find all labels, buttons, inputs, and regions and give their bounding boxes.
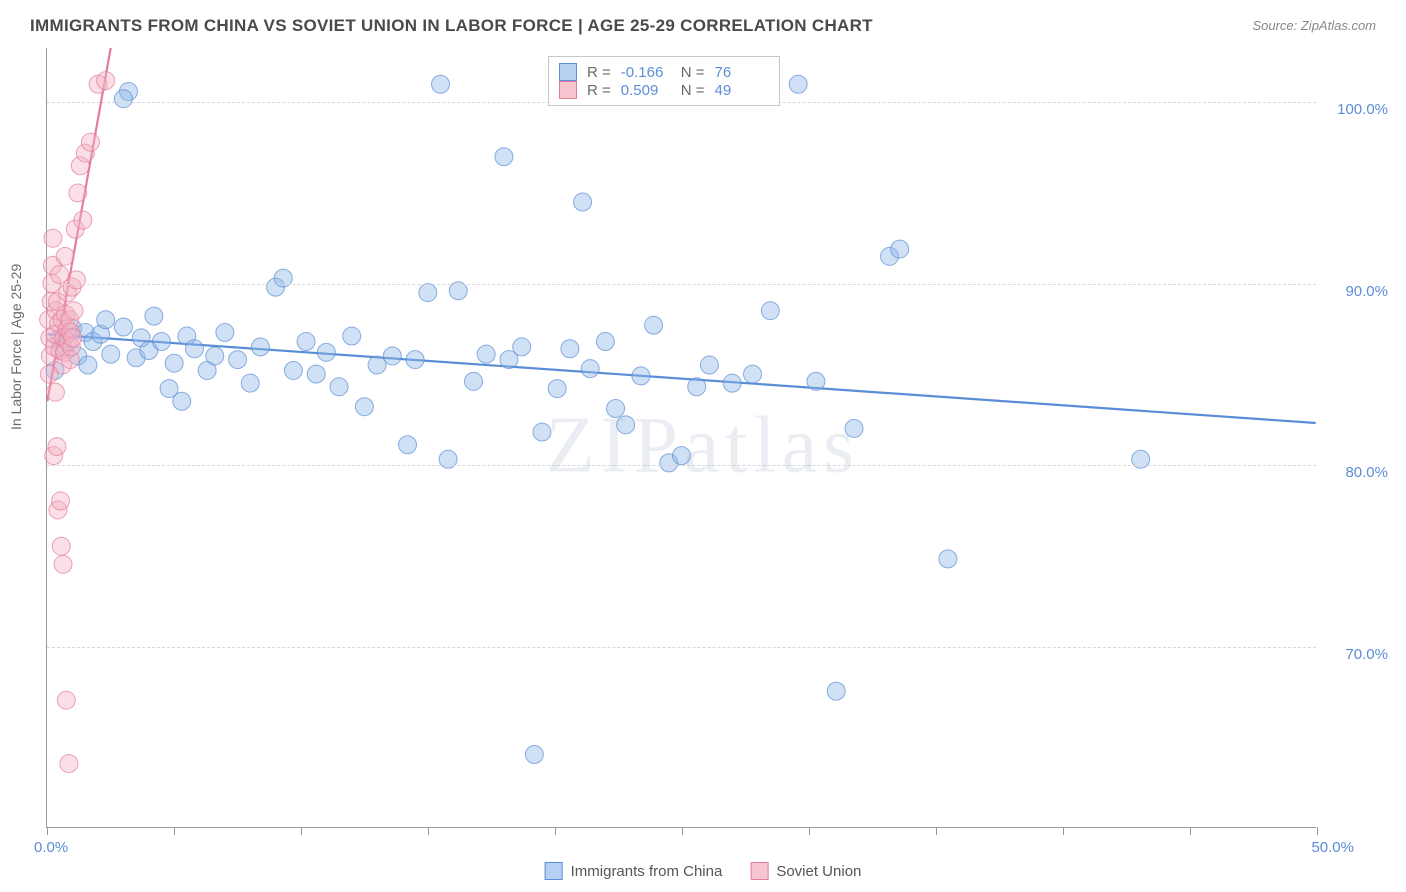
chart-title: IMMIGRANTS FROM CHINA VS SOVIET UNION IN… xyxy=(30,16,873,36)
x-tick xyxy=(301,827,302,835)
y-tick-label: 70.0% xyxy=(1345,646,1388,663)
n-value: 49 xyxy=(715,82,765,99)
n-label: N = xyxy=(681,64,705,81)
y-tick-label: 80.0% xyxy=(1345,464,1388,481)
x-axis-min-label: 0.0% xyxy=(34,839,68,856)
scatter-plot-svg xyxy=(47,48,1316,827)
plot-area xyxy=(46,48,1316,828)
x-tick xyxy=(809,827,810,835)
n-value: 76 xyxy=(715,64,765,81)
r-value: -0.166 xyxy=(621,64,671,81)
legend-item: Soviet Union xyxy=(750,862,861,880)
gridline xyxy=(47,284,1316,285)
legend-swatch xyxy=(750,862,768,880)
legend-swatch xyxy=(559,63,577,81)
stats-row: R = 0.509 N = 49 xyxy=(559,81,765,99)
x-tick xyxy=(1063,827,1064,835)
correlation-stats-box: R = -0.166 N = 76 R = 0.509 N = 49 xyxy=(548,56,780,106)
x-axis-max-label: 50.0% xyxy=(1311,839,1354,856)
legend-item: Immigrants from China xyxy=(545,862,723,880)
x-tick xyxy=(1317,827,1318,835)
x-tick xyxy=(555,827,556,835)
x-tick xyxy=(1190,827,1191,835)
source-attribution: Source: ZipAtlas.com xyxy=(1252,18,1376,33)
stats-row: R = -0.166 N = 76 xyxy=(559,63,765,81)
x-tick xyxy=(174,827,175,835)
r-label: R = xyxy=(587,64,611,81)
x-tick xyxy=(936,827,937,835)
y-tick-label: 90.0% xyxy=(1345,283,1388,300)
r-value: 0.509 xyxy=(621,82,671,99)
legend-swatch xyxy=(559,81,577,99)
x-tick xyxy=(428,827,429,835)
chart-legend: Immigrants from China Soviet Union xyxy=(545,862,862,880)
gridline xyxy=(47,465,1316,466)
x-tick xyxy=(682,827,683,835)
n-label: N = xyxy=(681,82,705,99)
legend-label: Immigrants from China xyxy=(571,863,723,880)
legend-label: Soviet Union xyxy=(776,863,861,880)
legend-swatch xyxy=(545,862,563,880)
r-label: R = xyxy=(587,82,611,99)
gridline xyxy=(47,647,1316,648)
x-tick xyxy=(47,827,48,835)
y-tick-label: 100.0% xyxy=(1337,101,1388,118)
y-axis-label: In Labor Force | Age 25-29 xyxy=(8,264,24,430)
